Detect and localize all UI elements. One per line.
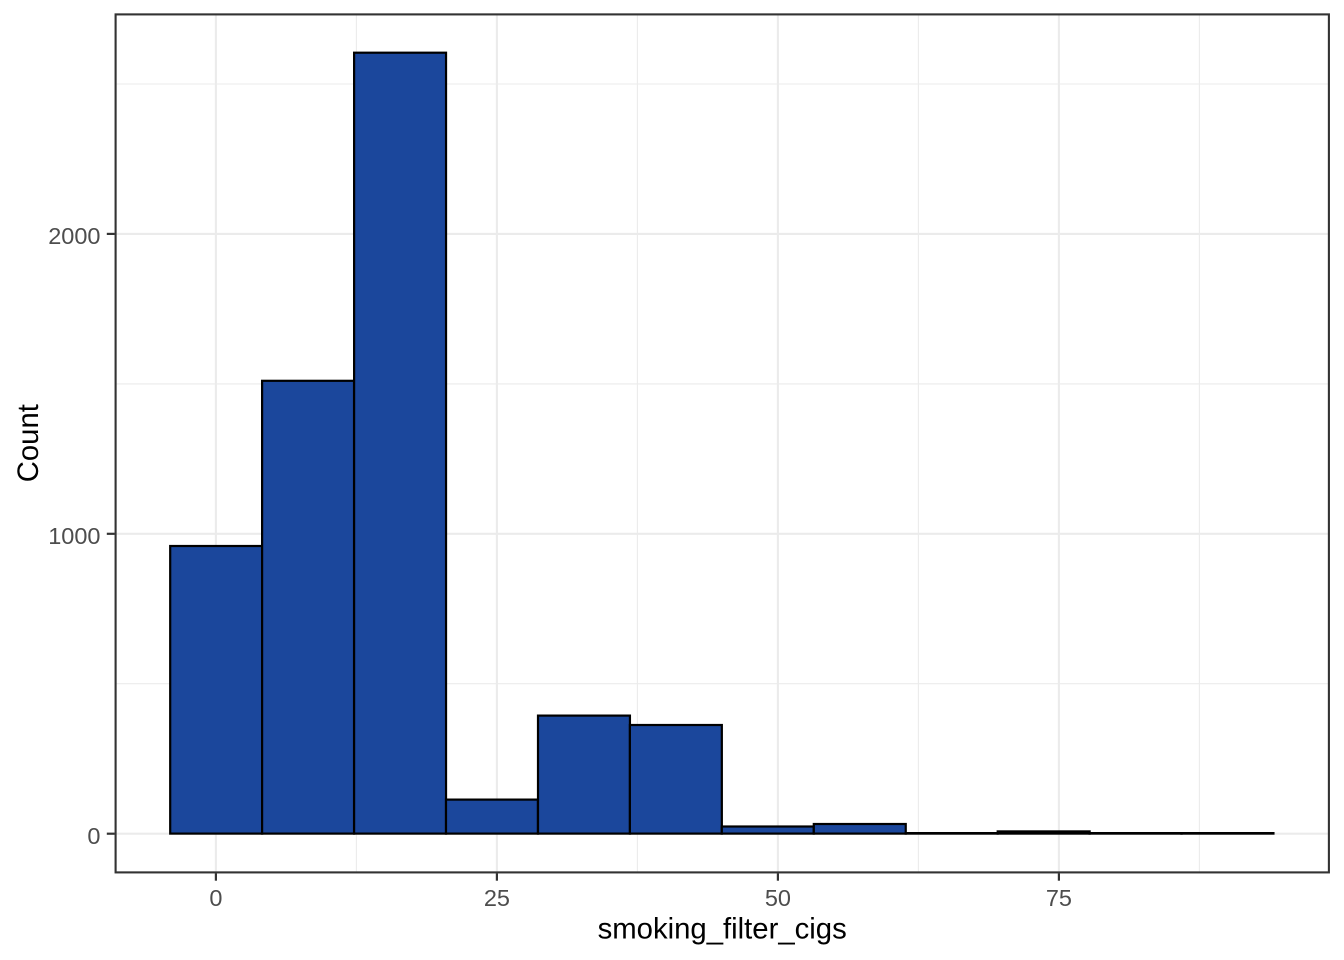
svg-text:75: 75 bbox=[1046, 885, 1072, 911]
svg-text:1000: 1000 bbox=[48, 523, 100, 549]
svg-text:50: 50 bbox=[765, 885, 791, 911]
svg-text:0: 0 bbox=[87, 823, 100, 849]
svg-text:25: 25 bbox=[484, 885, 510, 911]
svg-text:smoking_filter_cigs: smoking_filter_cigs bbox=[598, 913, 847, 946]
svg-text:Count: Count bbox=[12, 404, 45, 482]
svg-text:0: 0 bbox=[209, 885, 222, 911]
svg-text:2000: 2000 bbox=[48, 223, 100, 249]
